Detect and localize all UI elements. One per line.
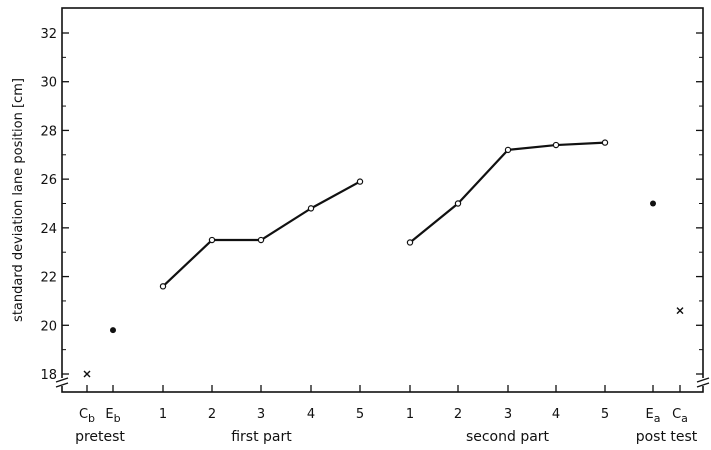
open-circle-marker [208, 236, 216, 244]
x-tick-label: Ea [646, 407, 661, 425]
x-tick-label: 3 [257, 407, 265, 422]
open-circle-marker [454, 200, 462, 207]
axis-break-mark [55, 377, 69, 383]
series-line [162, 180, 361, 288]
y-tick-label: 24 [40, 222, 57, 237]
open-circle-marker [504, 146, 512, 154]
cross-marker [83, 370, 91, 378]
y-tick-label: 20 [40, 319, 57, 334]
x-tick-label: Ca [672, 407, 688, 425]
x-tick-label: Cb [79, 407, 95, 425]
open-circle-marker [601, 139, 609, 146]
y-tick-label: 18 [40, 368, 57, 383]
axis-break-mark [696, 382, 710, 388]
x-group-label: second part [466, 429, 550, 445]
y-tick-label: 22 [40, 271, 57, 286]
x-group-label: first part [231, 429, 292, 445]
axis-break-mark [696, 377, 710, 383]
y-axis-label: standard deviation lane position [cm] [11, 78, 26, 322]
series-line [409, 141, 606, 244]
x-tick-label: 4 [552, 407, 560, 422]
plot-frame [61, 7, 704, 393]
cross-stroke [83, 370, 91, 378]
y-tick-label: 28 [40, 124, 57, 139]
x-tick-label: 1 [406, 407, 414, 422]
x-tick-label: 3 [504, 407, 512, 422]
open-circle-marker [307, 205, 315, 212]
axis-break-gap [57, 378, 67, 386]
x-tick-label: 2 [208, 407, 216, 422]
cross-marker [676, 307, 684, 315]
y-tick-label: 26 [40, 173, 57, 188]
x-tick-label: 2 [454, 407, 462, 422]
cross-stroke [676, 307, 684, 315]
y-tick-label: 30 [40, 76, 57, 91]
x-tick-label: 1 [159, 407, 167, 422]
y-tick-label: 32 [40, 27, 57, 42]
axis-break-gap [698, 378, 708, 386]
axis-break-mark [55, 382, 69, 388]
filled-circle-marker [650, 200, 656, 207]
x-tick-label: 5 [601, 407, 609, 422]
open-circle-marker [406, 239, 414, 246]
filled-circle-marker [110, 327, 116, 334]
open-circle-marker [552, 141, 560, 149]
open-circle-marker [159, 283, 167, 290]
x-group-label: post test [636, 429, 698, 445]
open-circle-marker [257, 236, 265, 244]
x-tick-label: 5 [356, 407, 364, 422]
x-tick-label: 4 [307, 407, 315, 422]
x-group-label: pretest [75, 429, 125, 445]
x-tick-label: Eb [105, 407, 120, 425]
open-circle-marker [356, 178, 364, 185]
